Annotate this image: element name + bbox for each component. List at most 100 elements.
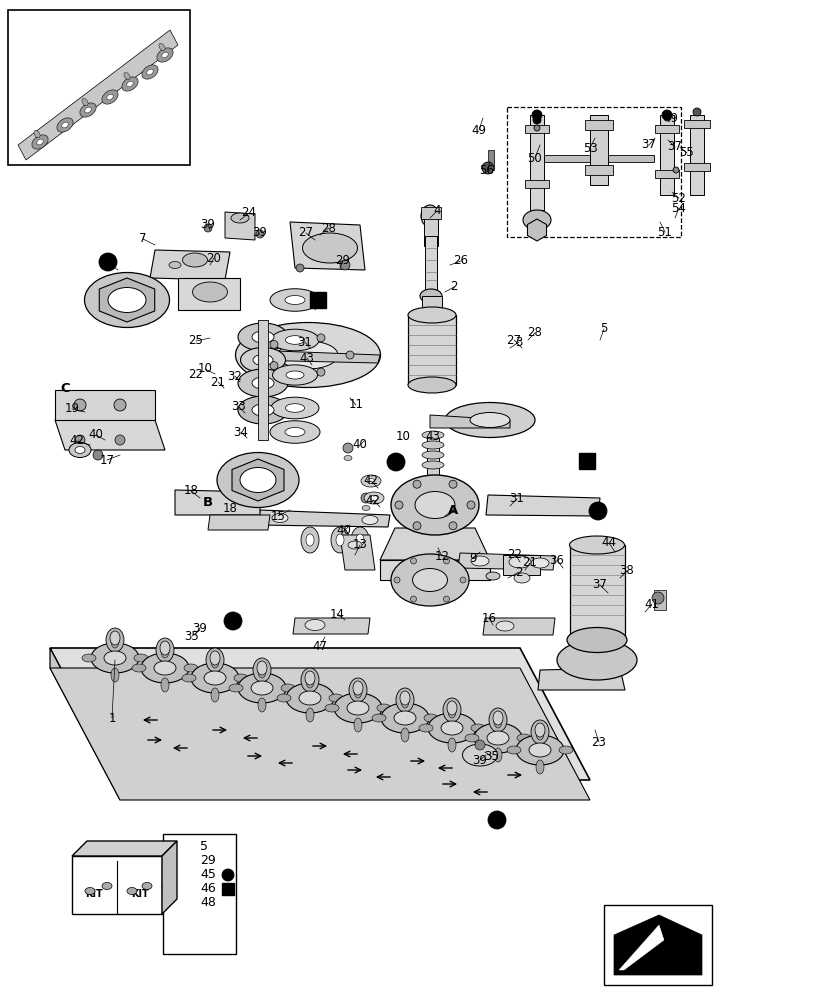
Text: A: A	[448, 504, 458, 516]
Ellipse shape	[471, 556, 489, 566]
Circle shape	[673, 167, 679, 173]
Text: 31: 31	[298, 336, 313, 349]
Text: 2: 2	[515, 566, 523, 578]
Ellipse shape	[494, 748, 502, 762]
Ellipse shape	[448, 704, 456, 718]
Ellipse shape	[102, 882, 112, 890]
Text: 11: 11	[348, 398, 363, 412]
Ellipse shape	[206, 648, 224, 672]
Ellipse shape	[85, 888, 95, 894]
Circle shape	[340, 260, 350, 270]
Ellipse shape	[493, 711, 503, 725]
Ellipse shape	[396, 688, 414, 712]
Ellipse shape	[415, 491, 455, 518]
Text: 2: 2	[450, 280, 458, 294]
Ellipse shape	[231, 213, 249, 223]
Text: 35: 35	[184, 630, 199, 643]
Circle shape	[222, 869, 234, 881]
Ellipse shape	[567, 628, 627, 652]
Ellipse shape	[447, 701, 457, 715]
Polygon shape	[18, 30, 178, 160]
Ellipse shape	[509, 556, 531, 568]
Ellipse shape	[348, 541, 362, 549]
Ellipse shape	[428, 713, 476, 743]
Circle shape	[534, 125, 540, 131]
Circle shape	[296, 264, 304, 272]
Ellipse shape	[364, 492, 384, 504]
Ellipse shape	[356, 534, 364, 546]
Circle shape	[449, 480, 457, 488]
Ellipse shape	[122, 77, 138, 91]
Text: 37: 37	[641, 138, 656, 151]
Text: 5: 5	[601, 322, 608, 336]
Text: 1: 1	[109, 712, 116, 724]
Ellipse shape	[420, 289, 442, 303]
Polygon shape	[208, 515, 270, 530]
Bar	[488, 150, 494, 170]
Circle shape	[664, 115, 670, 121]
Ellipse shape	[391, 554, 469, 606]
Circle shape	[346, 351, 354, 359]
Text: 13: 13	[353, 538, 367, 552]
Ellipse shape	[281, 684, 295, 692]
Bar	[590, 115, 608, 185]
Ellipse shape	[557, 640, 637, 680]
Text: 22: 22	[508, 548, 522, 560]
Text: 7: 7	[140, 232, 147, 245]
Circle shape	[482, 162, 494, 174]
Ellipse shape	[285, 428, 305, 436]
Text: 27: 27	[507, 334, 521, 347]
Ellipse shape	[419, 724, 433, 732]
Circle shape	[270, 340, 278, 348]
Text: 26: 26	[454, 254, 468, 267]
Polygon shape	[458, 553, 555, 570]
Text: 52: 52	[672, 192, 686, 205]
Ellipse shape	[183, 253, 207, 267]
Ellipse shape	[301, 668, 319, 692]
Ellipse shape	[286, 336, 304, 344]
Ellipse shape	[238, 369, 288, 397]
Ellipse shape	[286, 683, 334, 713]
Ellipse shape	[270, 289, 320, 311]
Polygon shape	[232, 459, 284, 501]
Text: 27: 27	[299, 227, 313, 239]
Ellipse shape	[329, 694, 343, 702]
Ellipse shape	[142, 65, 158, 79]
Bar	[544, 155, 654, 162]
Ellipse shape	[132, 664, 146, 672]
Text: 37: 37	[667, 140, 682, 153]
Ellipse shape	[362, 516, 378, 524]
Circle shape	[413, 522, 421, 530]
Polygon shape	[50, 668, 590, 800]
Text: 19: 19	[64, 402, 79, 416]
Text: 18: 18	[184, 485, 198, 497]
Ellipse shape	[161, 644, 169, 658]
Ellipse shape	[285, 296, 305, 304]
Text: 6: 6	[584, 456, 592, 468]
Ellipse shape	[413, 568, 447, 591]
Ellipse shape	[69, 442, 91, 458]
Ellipse shape	[37, 139, 43, 145]
Ellipse shape	[354, 684, 362, 698]
Bar	[684, 120, 710, 128]
Polygon shape	[248, 350, 380, 363]
Text: 34: 34	[233, 426, 248, 438]
Ellipse shape	[489, 708, 507, 732]
Circle shape	[693, 108, 701, 116]
Text: 31: 31	[509, 492, 525, 506]
Text: C: C	[60, 381, 70, 394]
Circle shape	[317, 368, 325, 376]
Ellipse shape	[252, 377, 274, 389]
Text: 29: 29	[200, 854, 215, 867]
Ellipse shape	[236, 322, 380, 387]
Polygon shape	[50, 648, 120, 800]
Text: 8: 8	[596, 506, 603, 520]
Text: 42: 42	[363, 475, 379, 488]
Ellipse shape	[32, 135, 48, 149]
Ellipse shape	[251, 681, 273, 695]
Ellipse shape	[471, 724, 485, 732]
Text: 39: 39	[193, 621, 207, 635]
Text: 29: 29	[335, 254, 351, 267]
Bar	[163, 834, 236, 954]
Text: 46: 46	[200, 882, 215, 896]
